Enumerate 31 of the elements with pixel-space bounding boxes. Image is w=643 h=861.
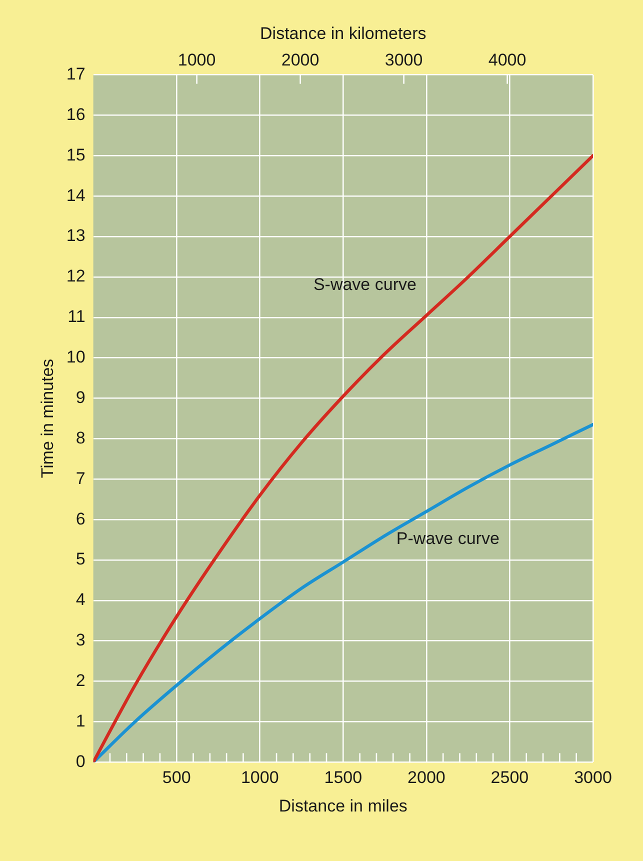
x-axis-title: Distance in miles xyxy=(278,796,408,816)
x2-axis-title: Distance in kilometers xyxy=(260,24,426,43)
y-tick-label: 3 xyxy=(76,630,86,650)
x-tick-label: 3000 xyxy=(574,768,612,788)
x-tick-label: 2000 xyxy=(408,768,446,788)
y-tick-label: 9 xyxy=(76,388,86,407)
y-tick-label: 7 xyxy=(76,468,86,488)
x2-tick-label: 1000 xyxy=(178,50,216,70)
y-tick-label: 5 xyxy=(76,550,86,569)
y-tick-label: 11 xyxy=(68,307,86,326)
y-tick-label: 17 xyxy=(66,64,86,84)
y-axis-title: Time in minutes xyxy=(38,358,57,478)
y-tick-label: 10 xyxy=(66,348,86,367)
y-tick-label: 13 xyxy=(66,226,86,246)
x2-tick-label: 4000 xyxy=(488,50,526,70)
x-tick-label: 1000 xyxy=(240,768,279,788)
y-tick-label: 16 xyxy=(66,104,86,124)
y-tick-label: 14 xyxy=(66,186,86,205)
y-tick-label: 1 xyxy=(76,711,86,730)
y-tick-label: 6 xyxy=(76,509,86,528)
y-tick-label: 0 xyxy=(76,752,86,771)
x2-tick-label: 3000 xyxy=(384,50,423,70)
x2-tick-label: 2000 xyxy=(281,50,320,70)
y-tick-label: 4 xyxy=(76,590,86,610)
y-tick-label: 2 xyxy=(76,671,86,690)
y-tick-label: 15 xyxy=(66,145,86,164)
y-tick-label: 12 xyxy=(66,266,86,286)
y-tick-label: 8 xyxy=(76,428,86,448)
x-tick-label: 1500 xyxy=(324,768,362,788)
x-tick-label: 2500 xyxy=(490,768,529,788)
x-tick-label: 500 xyxy=(162,768,191,788)
